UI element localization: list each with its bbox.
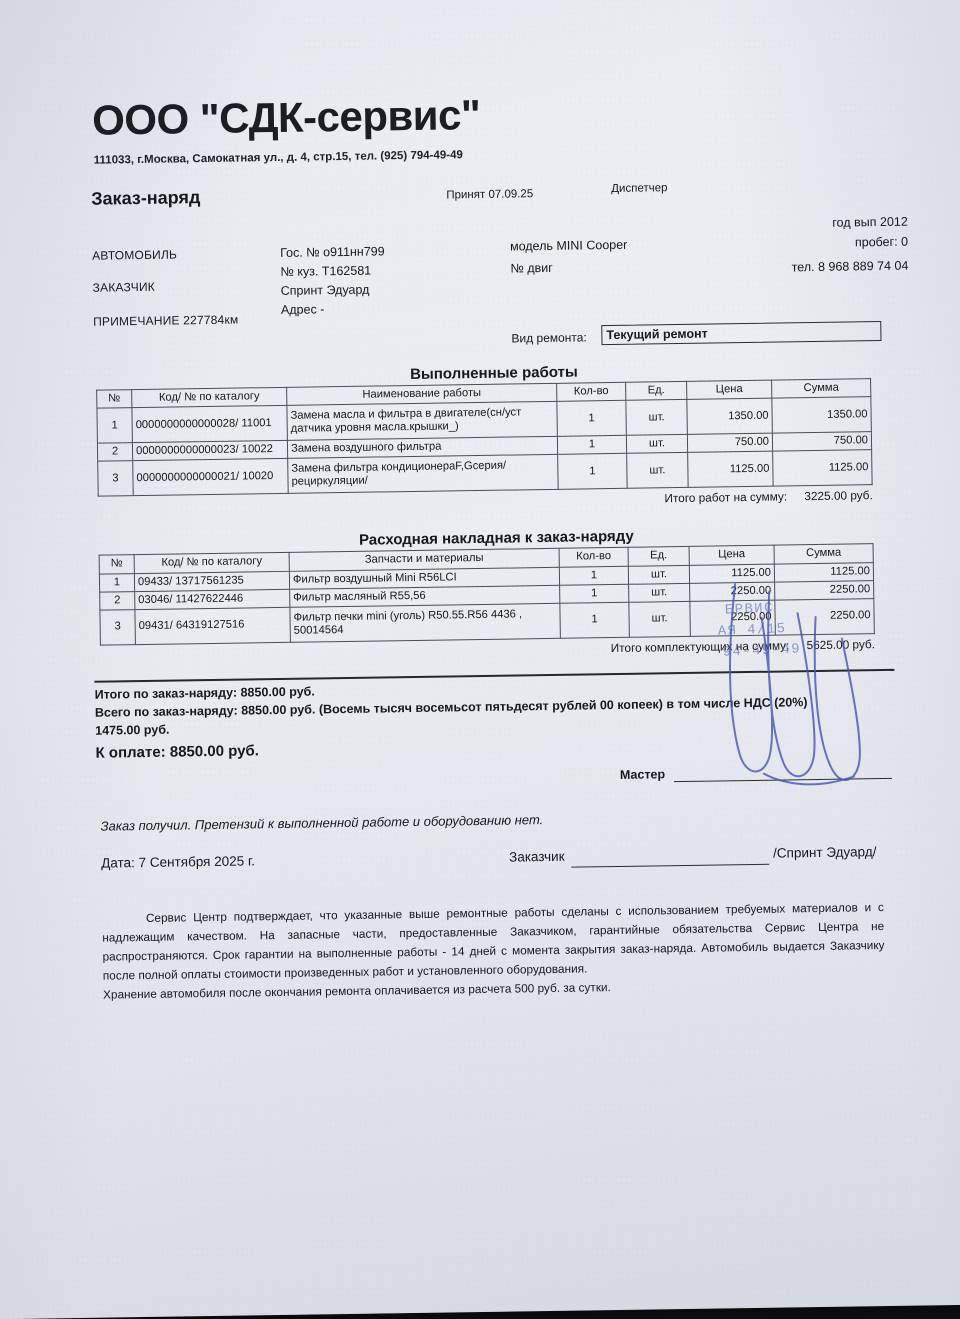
body-number: № куз. T162581 <box>280 263 372 279</box>
legal-paragraph-1: Сервис Центр подтверждает, что указанные… <box>102 899 885 983</box>
customer-signature-label: Заказчик <box>509 848 565 865</box>
vehicle-year: год вып 2012 <box>832 214 908 230</box>
row-qty: 1 <box>557 453 628 490</box>
row-unit: шт. <box>626 452 689 489</box>
row-qty: 1 <box>559 565 629 586</box>
customer-name: Спринт Эдуард <box>280 282 370 298</box>
parts-col-unit: Ед. <box>628 546 690 566</box>
parts-table: № Код/ № по каталогу Запчасти и материал… <box>99 544 875 646</box>
parts-col-price: Цена <box>689 545 775 566</box>
row-unit: шт. <box>626 434 688 454</box>
row-price: 1125.00 <box>687 451 774 488</box>
legal-notice: Сервис Центр подтверждает, что указанные… <box>102 898 885 1005</box>
row-number: 3 <box>99 609 136 646</box>
parts-col-code: Код/ № по каталогу <box>134 552 290 574</box>
row-qty: 1 <box>559 584 629 604</box>
company-address: 111033, г.Москва, Самокатная ул., д. 4, … <box>93 149 463 167</box>
row-sum: 1125.00 <box>772 450 873 487</box>
gos-number: Гос. № o911нн799 <box>280 244 385 260</box>
row-sum: 2250.00 <box>774 580 874 601</box>
works-table: № Код/ № по каталогу Наименование работы… <box>96 378 873 497</box>
row-price: 750.00 <box>687 433 773 453</box>
vehicle-mileage: пробег: 0 <box>854 234 909 250</box>
row-unit: шт. <box>628 565 690 585</box>
row-unit: шт. <box>628 583 690 603</box>
works-col-qty: Кол-во <box>556 382 626 402</box>
page-title: Заказ-наряд <box>91 187 201 209</box>
parts-subtotal-label: Итого комплектующих на сумму: <box>610 638 790 656</box>
vehicle-model: модель MINI Cooper <box>509 237 628 254</box>
row-number: 2 <box>97 442 133 462</box>
row-name: Замена масла и фильтра в двигателе(сн/ус… <box>286 401 558 441</box>
works-col-price: Цена <box>686 380 772 400</box>
row-code: 03046/ 11427622446 <box>134 589 290 610</box>
row-unit: шт. <box>625 399 688 436</box>
works-subtotal-label: Итого работ на сумму: <box>664 489 788 506</box>
parts-col-n: № <box>99 555 135 574</box>
row-price: 1125.00 <box>689 563 775 584</box>
dispatcher-label: Диспетчер <box>611 182 668 196</box>
row-sum: 2250.00 <box>774 598 875 636</box>
vehicle-label: АВТОМОБИЛЬ <box>92 247 178 263</box>
row-qty: 1 <box>557 435 627 455</box>
vehicle-customer-info: АВТОМОБИЛЬ ЗАКАЗЧИК ПРИМЕЧАНИЕ 227784км … <box>92 211 908 329</box>
row-sum: 1350.00 <box>771 396 872 434</box>
row-sum: 750.00 <box>772 431 872 452</box>
row-code: 09433/ 13717561235 <box>134 570 290 592</box>
works-col-unit: Ед. <box>625 381 687 401</box>
repair-type-value: Текущий ремонт <box>601 321 882 346</box>
customer-address: Адрес - <box>280 302 325 317</box>
document-date: Дата: 7 Сентября 2025 г. <box>101 853 256 871</box>
row-code: 0000000000000023/ 10022 <box>132 440 288 462</box>
totals-block: Итого по заказ-наряду: 8850.00 руб. Всег… <box>94 668 897 797</box>
master-label: Мастер <box>619 766 666 782</box>
parts-subtotal-value: 5625.00 руб. <box>806 637 876 653</box>
customer-signature-row: Дата: 7 Сентября 2025 г. Заказчик /Сприн… <box>101 843 901 885</box>
document-title-row: Заказ-наряд Принят 07.09.25 Диспетчер <box>91 177 891 215</box>
parts-col-qty: Кол-во <box>559 547 629 567</box>
row-unit: шт. <box>628 601 691 638</box>
works-col-sum: Сумма <box>771 378 871 399</box>
row-name: Фильтр печки mini (уголь) R50.55.R56 443… <box>289 603 561 643</box>
row-number: 1 <box>96 407 133 444</box>
works-subtotal-value: 3225.00 руб. <box>804 488 873 504</box>
parts-col-sum: Сумма <box>774 544 874 564</box>
row-number: 1 <box>99 573 135 593</box>
row-code: 0000000000000028/ 11001 <box>131 405 288 443</box>
row-number: 3 <box>97 461 134 497</box>
row-qty: 1 <box>556 400 627 437</box>
master-signature-line <box>674 777 892 782</box>
company-name: ООО "СДК-сервис" <box>91 90 481 144</box>
row-name: Замена фильтра кондиционераF,Gсерия/реци… <box>287 454 559 494</box>
row-sum: 1125.00 <box>774 562 874 582</box>
customer-label: ЗАКАЗЧИК <box>92 279 156 295</box>
row-code: 09431/ 64319127516 <box>134 607 291 645</box>
works-col-code: Код/ № по каталогу <box>131 387 287 408</box>
row-number: 2 <box>99 591 135 611</box>
note-label: ПРИМЕЧАНИЕ 227784км <box>93 312 239 329</box>
row-price: 2250.00 <box>689 581 775 602</box>
customer-signature-line <box>571 863 770 868</box>
repair-type-label: Вид ремонта: <box>511 330 587 346</box>
customer-signature-name: /Спринт Эдуард/ <box>772 843 877 861</box>
claim-statement: Заказ получил. Претензий к выполненной р… <box>100 811 544 834</box>
row-price: 2250.00 <box>689 600 776 637</box>
accepted-date: Принят 07.09.25 <box>446 188 534 202</box>
master-signature-row: Мастер <box>96 758 896 796</box>
engine-number: № двиг <box>510 260 553 276</box>
row-qty: 1 <box>559 602 630 639</box>
row-code: 0000000000000021/ 10020 <box>132 458 289 497</box>
document-content: ООО "СДК-сервис" 111033, г.Москва, Самок… <box>90 88 908 1005</box>
works-col-n: № <box>96 389 132 409</box>
customer-phone: тел. 8 968 889 74 04 <box>791 258 909 275</box>
row-price: 1350.00 <box>686 398 773 435</box>
